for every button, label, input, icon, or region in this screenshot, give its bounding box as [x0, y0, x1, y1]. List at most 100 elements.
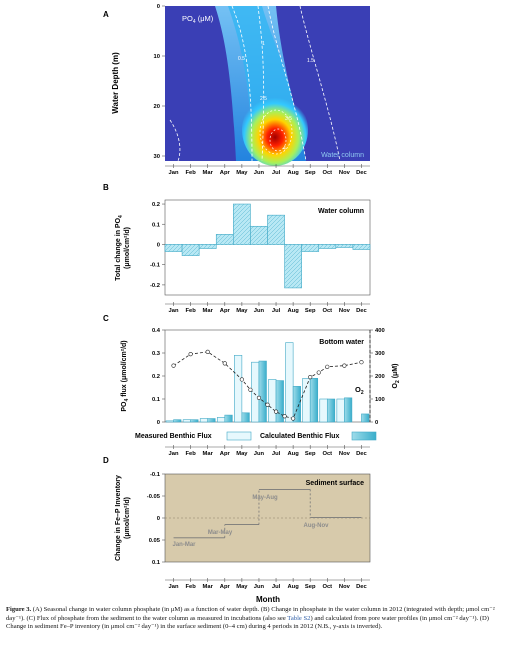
contour-label: 4 [283, 146, 286, 152]
month-tick-label: Sep [305, 308, 316, 314]
contour-label: 1 [262, 41, 265, 47]
month-tick-label: Jan [169, 584, 179, 590]
measured-bar-nov [336, 398, 345, 423]
month-tick-label: Jun [254, 308, 265, 314]
measured-bar-oct [319, 398, 328, 423]
y-tick-label: 200 [375, 374, 385, 380]
caption-text-1: (A) Seasonal change in water column phos… [6, 606, 495, 622]
legend-measured-label: Measured Benthic Flux [135, 433, 212, 440]
o2-point [222, 361, 227, 366]
o2-point [308, 375, 313, 380]
contour-label: 3.5 [285, 116, 292, 122]
y-tick-label: 0.2 [152, 202, 160, 208]
panel-a-legend: PO4 (μM) [182, 14, 214, 25]
panel-b-ylabel-units: (μmol/cm²/d) [124, 227, 131, 269]
month-tick-label: Apr [220, 584, 231, 590]
month-tick-label: Apr [220, 308, 231, 314]
panel-d-steps [173, 488, 362, 539]
month-tick-label: Apr [220, 170, 231, 176]
month-tick-label: May [236, 308, 248, 314]
panel-d-y-axis: -0.1 -0.05 0 0.05 0.1 [147, 472, 165, 566]
o2-point [205, 349, 210, 354]
y-tick-label: 0 [157, 4, 160, 10]
panel-c-o2-line [171, 349, 364, 421]
y-tick-label: 400 [375, 328, 385, 334]
measured-bar-aug [285, 342, 294, 423]
y-tick-label: -0.1 [150, 472, 161, 478]
calculated-bar-dec [361, 413, 370, 423]
month-tick-label: May [236, 451, 248, 457]
month-tick-label: Dec [356, 308, 367, 314]
bar-jan [164, 244, 183, 252]
panel-b-ylabel: Total change in PO4 [115, 215, 124, 281]
panel-a-letter: A [103, 10, 109, 19]
o2-point [256, 395, 262, 400]
measured-bar-jan [165, 420, 174, 423]
month-tick-label: Nov [339, 308, 351, 314]
y-tick-label: 0 [157, 420, 160, 426]
panel-a-y-axis: 0 10 20 30 [154, 4, 165, 160]
month-tick-label: Nov [339, 170, 351, 176]
o2-point [171, 363, 176, 368]
calculated-bar-oct [326, 398, 336, 423]
y-tick-label: 0.05 [149, 538, 161, 544]
month-tick-label: Feb [185, 170, 196, 176]
period-label-jan-mar: Jan-Mar [172, 542, 196, 548]
panel-d-letter: D [103, 456, 109, 465]
month-tick-label: Aug [287, 308, 299, 314]
panel-b-annotation: Water column [318, 208, 364, 215]
y-tick-label: -0.05 [147, 494, 161, 500]
bar-mar [198, 244, 217, 249]
y-tick-label: 0.2 [152, 374, 160, 380]
o2-point [342, 363, 347, 368]
panel-c-ylabel: PO4 flux (μmol/cm²/d) [121, 340, 130, 411]
panel-c-y-axis: 0 0.1 0.2 0.3 0.4 [152, 328, 165, 426]
month-tick-label: Jul [272, 451, 281, 457]
calculated-bar-nov [344, 397, 353, 423]
caption-text-2: ) and calculated from pore water profile… [6, 614, 489, 631]
period-label-aug-nov: Aug-Nov [304, 523, 330, 529]
month-tick-label: Aug [287, 451, 299, 457]
panel-a-heatmap [165, 5, 370, 166]
y-tick-label: 0.1 [152, 222, 161, 228]
bar-oct [318, 244, 337, 249]
month-tick-label: Jun [254, 451, 265, 457]
period-label-mar-may: Mar-May [208, 530, 233, 536]
calculated-bar-jun [258, 360, 267, 423]
month-tick-label: Dec [356, 451, 367, 457]
contour-label: 1.5 [307, 58, 314, 64]
o2-point [239, 377, 244, 382]
bar-aug [284, 244, 302, 289]
calculated-bar-mar [207, 418, 216, 423]
bar-jul [267, 214, 285, 245]
bar-sep [301, 244, 320, 252]
measured-bar-apr [216, 417, 226, 423]
period-label-may-aug: May-Aug [252, 495, 278, 501]
panel-c-legend: Measured Benthic Flux Calculated Benthic… [135, 431, 377, 441]
bar-may [233, 203, 251, 245]
month-tick-label: Mar [203, 584, 214, 590]
measured-bar-jul [268, 379, 277, 423]
panel-a-annotation: Water column [321, 152, 364, 159]
month-tick-label: Feb [185, 451, 196, 457]
month-tick-label: Jan [169, 308, 179, 314]
o2-point [325, 364, 330, 369]
y-tick-label: 0.1 [152, 560, 161, 566]
calculated-bar-feb [190, 419, 199, 423]
panel-b-letter: B [103, 183, 109, 192]
bar-nov [335, 244, 354, 248]
month-tick-label: Aug [287, 170, 299, 176]
o2-line [173, 351, 362, 420]
month-tick-label: Jul [272, 170, 281, 176]
legend-measured-swatch [226, 431, 252, 441]
month-tick-label: Feb [185, 584, 196, 590]
contour-label: 0.5 [238, 56, 245, 62]
measured-bar-feb [182, 419, 191, 423]
table-s2-link[interactable]: Table S2 [287, 614, 311, 622]
y-tick-label: 0.1 [152, 397, 161, 403]
y-tick-label: 20 [154, 104, 160, 110]
o2-point [291, 416, 296, 421]
panel-a-ylabel: Water Depth (m) [111, 52, 120, 114]
measured-bar-may [234, 354, 243, 423]
y-tick-label: 100 [375, 397, 385, 403]
